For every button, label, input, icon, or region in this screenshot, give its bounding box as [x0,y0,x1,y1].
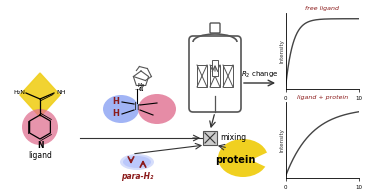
Bar [212,60,218,76]
Text: H: H [112,98,119,106]
Bar [223,65,233,87]
Text: —N: —N [135,87,145,92]
Title: free ligand: free ligand [305,6,339,12]
Text: para-H₂: para-H₂ [121,172,153,181]
Text: Ir: Ir [134,102,141,112]
Title: ligand + protein: ligand + protein [297,95,348,100]
Text: H: H [112,109,119,119]
Ellipse shape [120,154,154,170]
Ellipse shape [103,95,139,123]
Text: H₂N: H₂N [13,91,25,95]
Text: mixing: mixing [220,133,246,143]
Y-axis label: Intensity: Intensity [279,128,284,152]
Bar [197,65,207,87]
FancyBboxPatch shape [189,36,241,112]
Text: protein: protein [215,155,255,165]
Ellipse shape [138,94,176,124]
Bar [210,65,220,87]
FancyBboxPatch shape [210,23,220,33]
Text: Me: Me [138,83,145,88]
Ellipse shape [218,139,268,177]
Text: NH: NH [56,91,65,95]
FancyBboxPatch shape [203,131,217,145]
Text: C: C [139,87,143,92]
Polygon shape [20,73,60,117]
Wedge shape [251,152,269,168]
Text: N: N [37,141,43,150]
Text: $R_2$ change: $R_2$ change [241,70,279,80]
X-axis label: Time / s: Time / s [311,103,333,108]
Y-axis label: Intensity: Intensity [279,39,284,63]
Ellipse shape [123,156,151,168]
Circle shape [22,109,58,145]
Text: ligand: ligand [28,151,52,160]
